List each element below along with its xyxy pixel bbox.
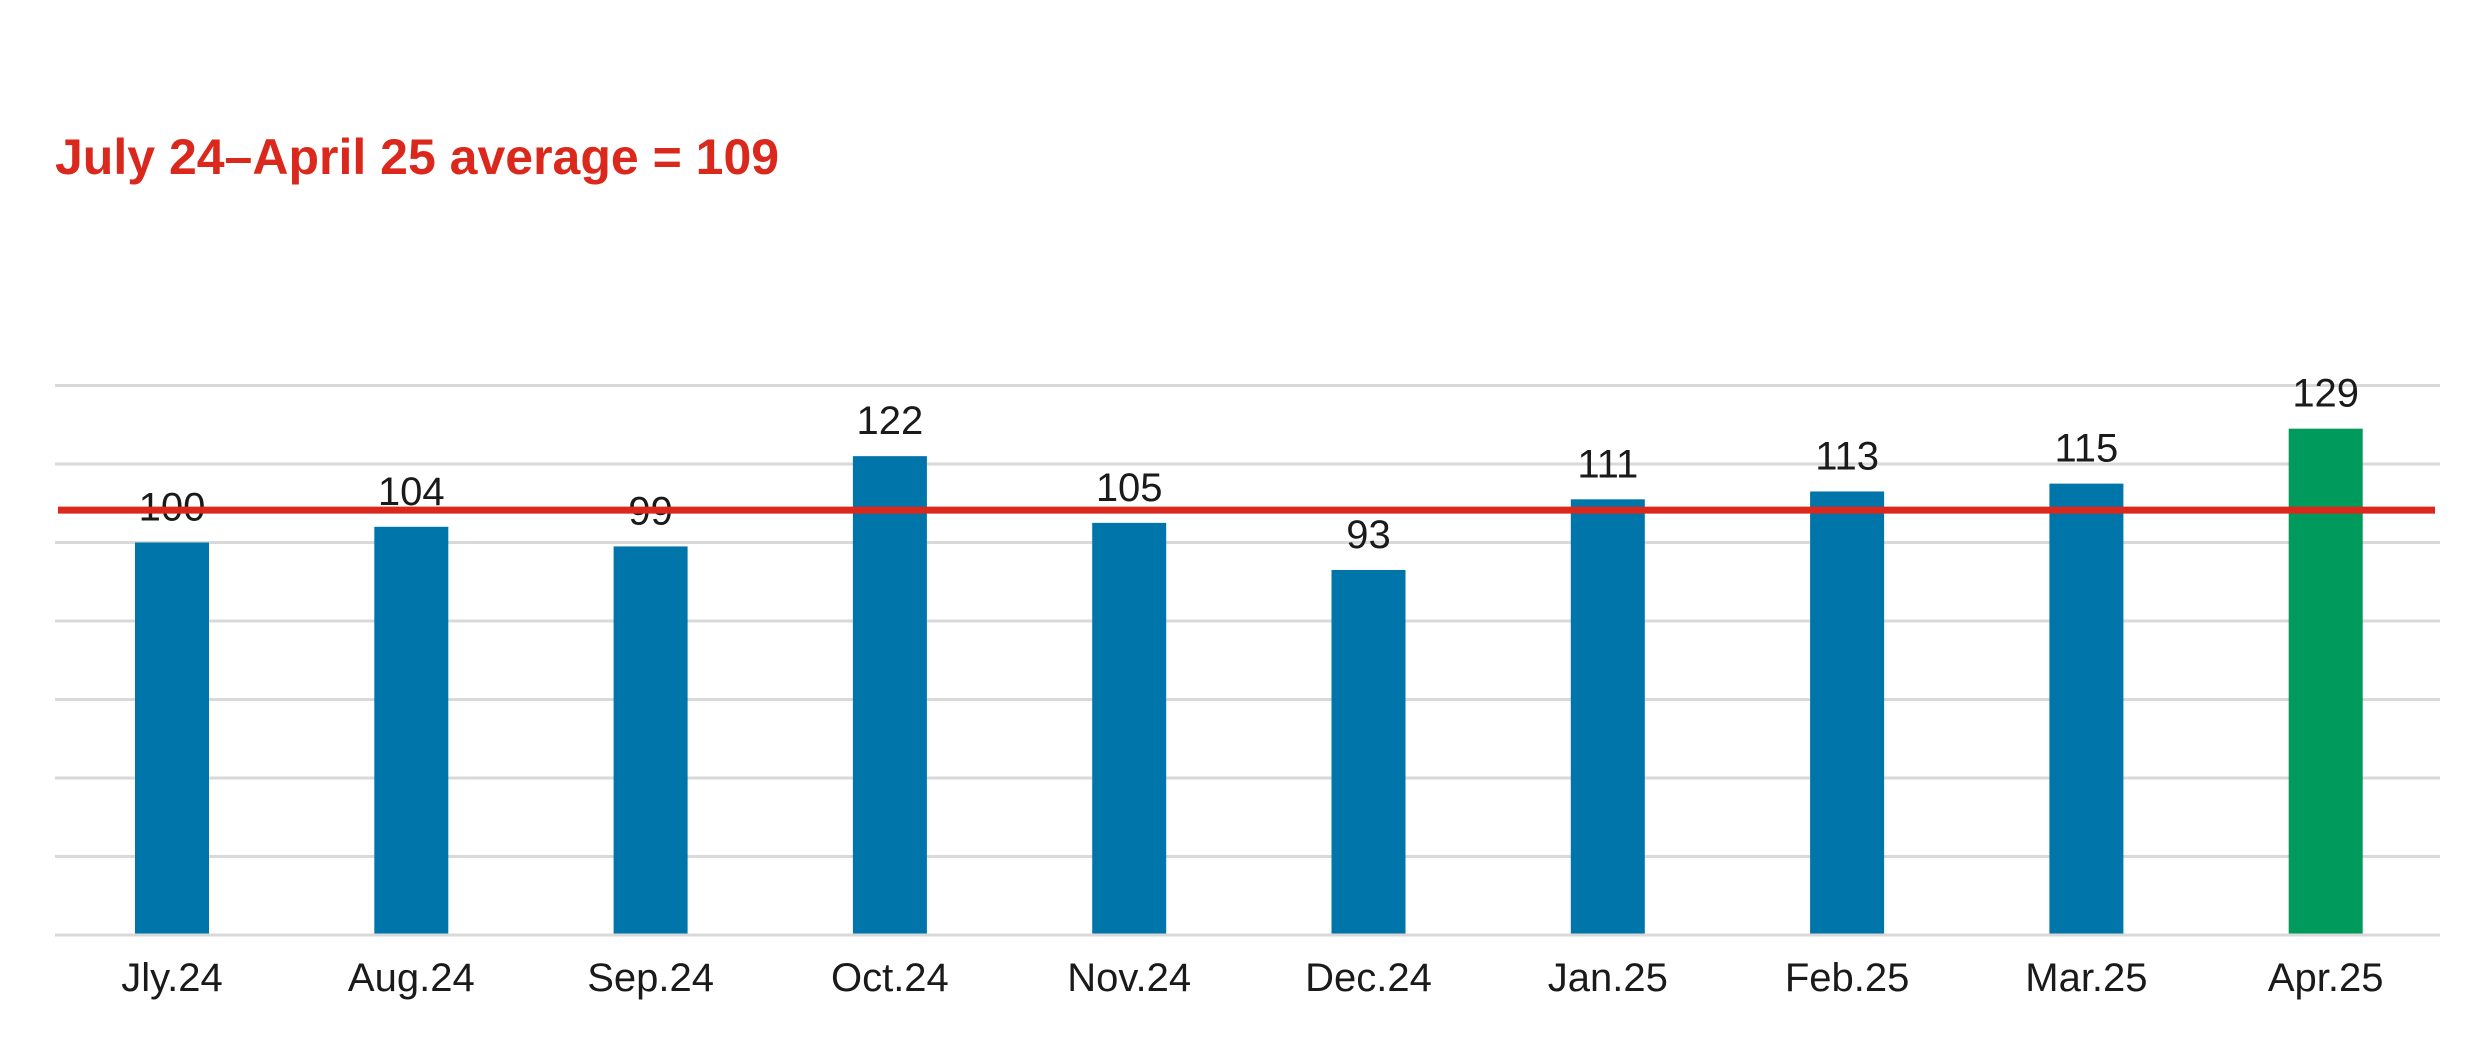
- x-tick-label: Aug.24: [348, 956, 475, 1000]
- data-label: 111: [1577, 442, 1638, 486]
- bar: [1570, 499, 1645, 935]
- x-tick-label: Nov.24: [1067, 956, 1191, 1000]
- average-reference-label: July 24–April 25 average = 109: [55, 129, 779, 185]
- bar: [1092, 522, 1167, 935]
- data-label: 122: [857, 399, 924, 443]
- data-label: 104: [378, 470, 445, 514]
- x-axis-tick-labels: Jly.24 Aug.24 Sep.24 Oct.24 Nov.24 Dec.24 Jan.…: [121, 956, 2383, 1000]
- bar: [1331, 569, 1406, 935]
- bar: [374, 526, 449, 935]
- data-label: 105: [1096, 466, 1163, 510]
- bars: [135, 428, 2363, 935]
- data-labels: 1001049912210593111113115129: [139, 372, 2359, 557]
- data-label: 115: [2055, 427, 2119, 471]
- bar: [1810, 491, 1885, 935]
- bar: [2049, 483, 2124, 935]
- data-label: 93: [1346, 513, 1391, 557]
- x-tick-label: Feb.25: [1785, 956, 1910, 1000]
- data-label: 113: [1815, 434, 1879, 478]
- bar: [2288, 428, 2363, 935]
- data-label: 129: [2292, 372, 2359, 416]
- x-tick-label: Jly.24: [121, 956, 223, 1000]
- x-tick-label: Mar.25: [2025, 956, 2147, 1000]
- gridlines: [55, 384, 2440, 858]
- x-tick-label: Dec.24: [1305, 956, 1432, 1000]
- x-tick-label: Apr.25: [2268, 956, 2384, 1000]
- bar: [852, 456, 927, 935]
- x-tick-label: Oct.24: [831, 956, 949, 1000]
- x-tick-label: Sep.24: [587, 956, 714, 1000]
- bar: [613, 546, 688, 935]
- x-tick-label: Jan.25: [1548, 956, 1668, 1000]
- bar: [135, 542, 209, 935]
